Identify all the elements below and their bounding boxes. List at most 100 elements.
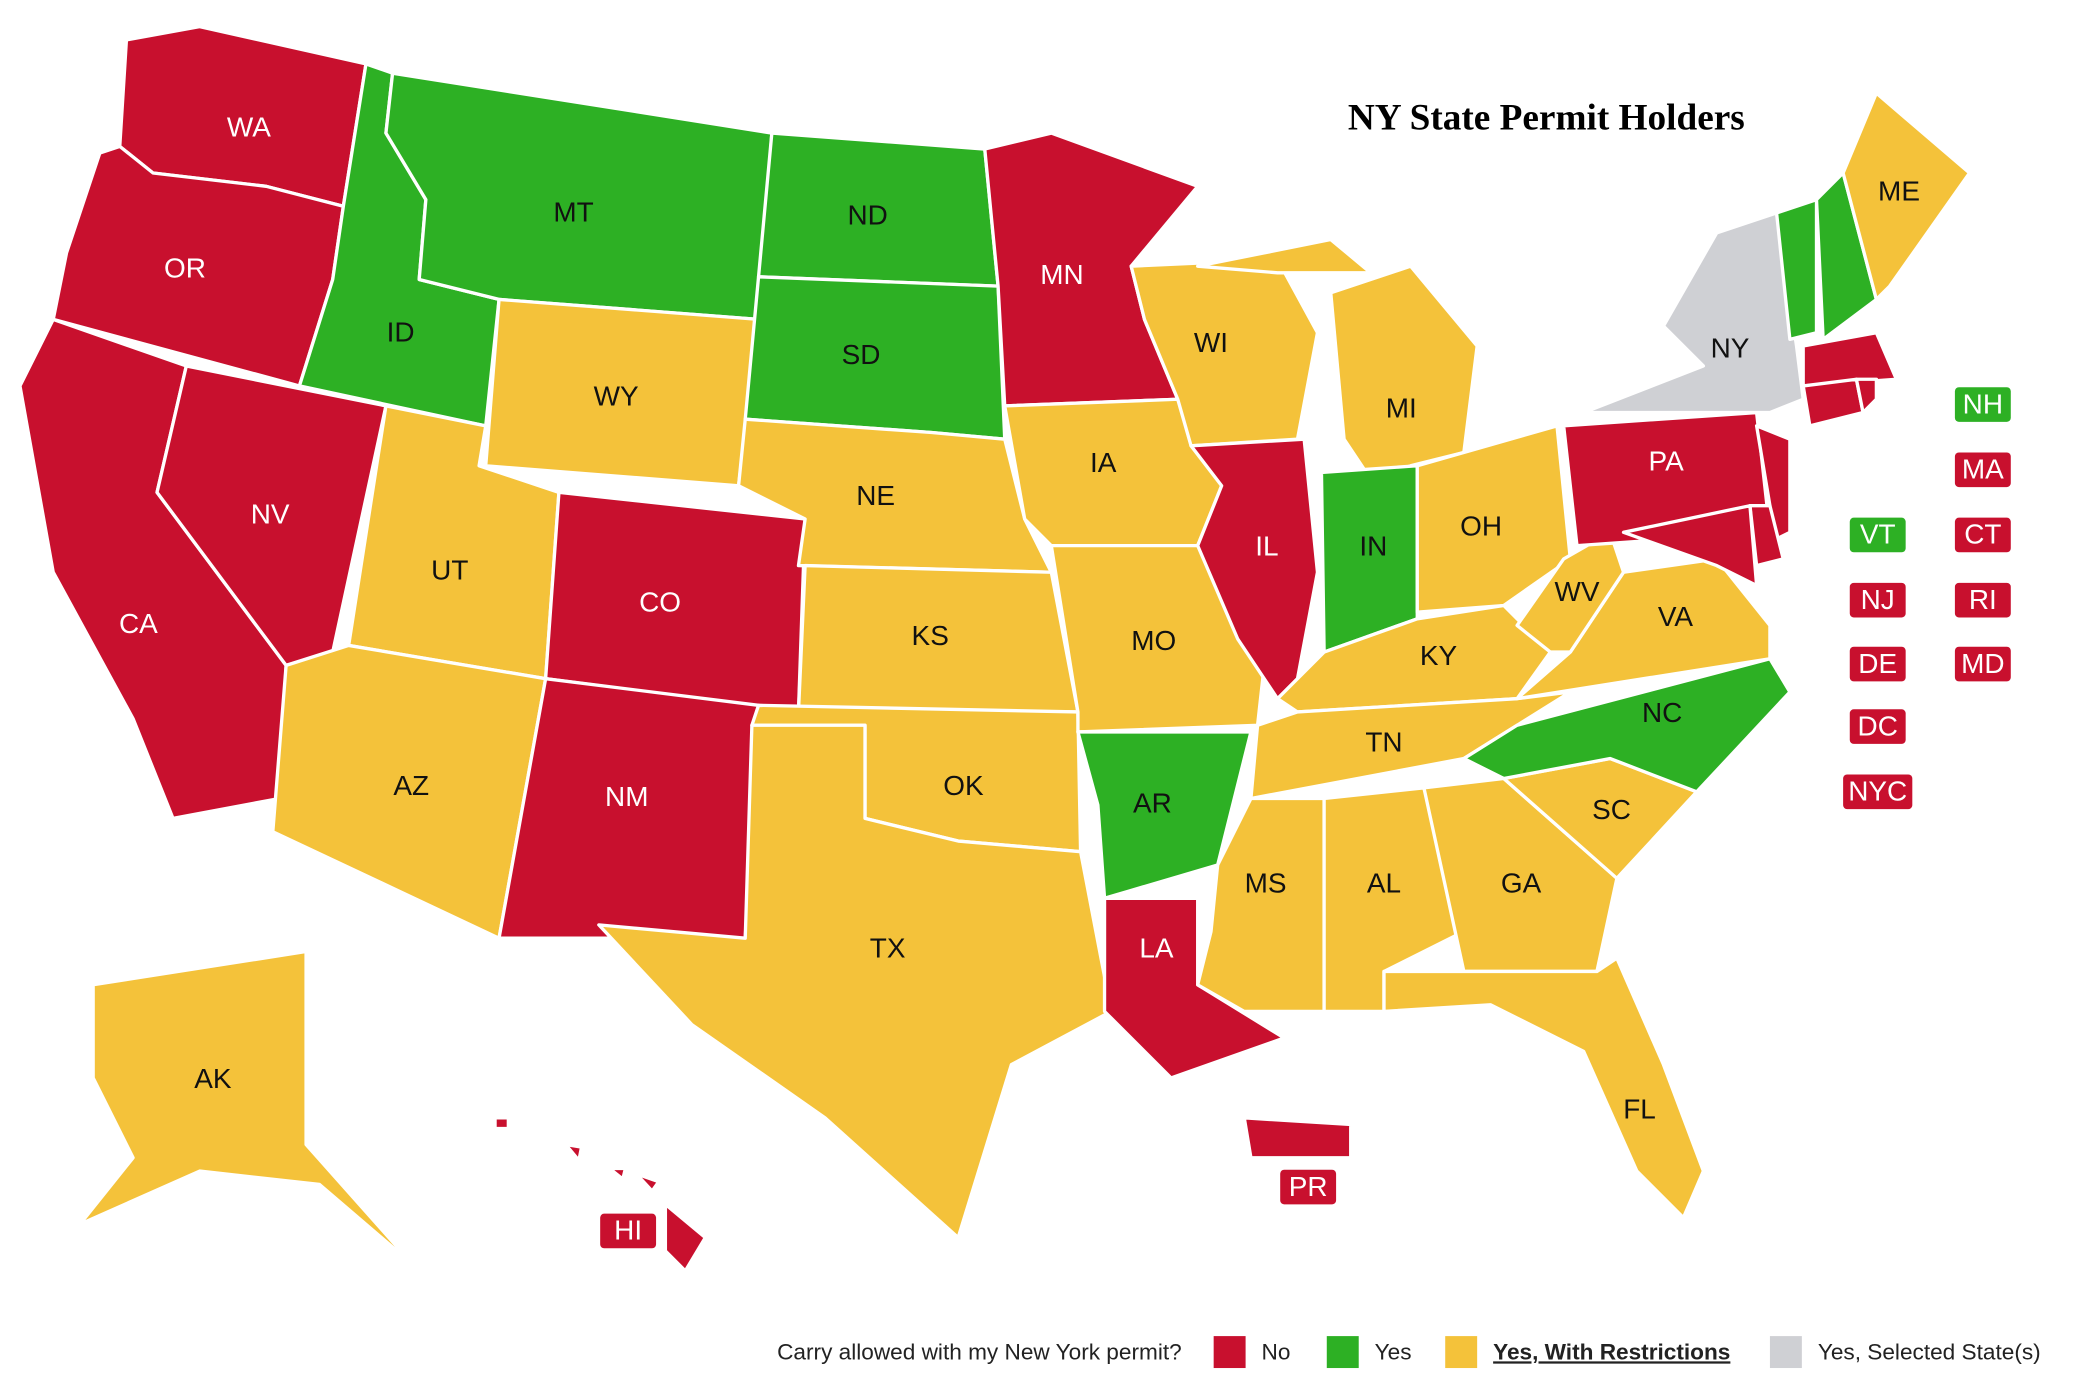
state-shape[interactable] [1462, 657, 1792, 794]
state-label: MT [553, 197, 593, 228]
state-label: VT [1860, 519, 1896, 550]
state-label: AL [1367, 867, 1401, 898]
state-label: NY [1711, 332, 1750, 363]
state-shape[interactable] [1515, 530, 1626, 654]
state-label: TN [1365, 726, 1402, 757]
state-label: WV [1554, 576, 1599, 607]
state-label: MO [1131, 625, 1176, 656]
state-label: OR [164, 253, 206, 284]
state-label: NE [856, 480, 895, 511]
state-badge[interactable] [1843, 774, 1913, 810]
state-label: AK [194, 1063, 232, 1094]
state-shape[interactable] [1242, 1116, 1353, 1160]
state-label: OK [943, 770, 984, 801]
state-shape[interactable] [1275, 603, 1553, 714]
state-shape[interactable] [271, 643, 548, 940]
state-shape[interactable] [78, 949, 415, 1266]
state-shape[interactable] [563, 1142, 584, 1163]
state-shape[interactable] [663, 1202, 707, 1273]
state-label: NC [1642, 697, 1682, 728]
state-label: ID [387, 316, 415, 347]
state-badge[interactable] [600, 1213, 657, 1249]
state-label: PA [1649, 445, 1685, 476]
state-badge[interactable] [1954, 517, 2011, 553]
state-shape[interactable] [493, 1116, 511, 1131]
legend-question: Carry allowed with my New York permit? [777, 1339, 1182, 1364]
state-label: WY [594, 380, 639, 411]
state-label: UT [431, 555, 468, 586]
state-shape[interactable] [1841, 91, 1972, 302]
state-badge[interactable] [1954, 452, 2011, 488]
state-label: ME [1878, 175, 1920, 206]
state-label: WA [227, 111, 271, 142]
state-badge[interactable] [1849, 646, 1906, 682]
state-badge[interactable] [1280, 1169, 1337, 1205]
state-label: KS [912, 620, 949, 651]
state-label: ND [847, 199, 887, 230]
state-shape[interactable] [1382, 956, 1706, 1220]
legend-label: Yes [1375, 1339, 1412, 1364]
state-label: IN [1359, 531, 1387, 562]
state-label: LA [1139, 933, 1174, 964]
state-shape[interactable] [1801, 377, 1865, 428]
state-label: MN [1040, 259, 1083, 290]
state-shape[interactable] [1621, 504, 1759, 588]
state-label: NJ [1861, 584, 1895, 615]
state-label: CA [119, 608, 158, 639]
map-title: NY State Permit Holders [1348, 98, 1745, 139]
state-label: MI [1386, 392, 1417, 423]
state-label: NH [1963, 388, 2003, 419]
state-shape[interactable] [1774, 197, 1819, 342]
legend-swatch [1326, 1336, 1359, 1369]
state-label: SC [1592, 794, 1631, 825]
state-badge[interactable] [1954, 646, 2011, 682]
state-label: MD [1961, 648, 2004, 679]
legend-label: Yes, Selected State(s) [1818, 1339, 2041, 1364]
state-label: NM [605, 781, 648, 812]
state-shape[interactable] [1854, 377, 1879, 415]
state-shape[interactable] [597, 723, 1113, 1240]
state-label: NV [251, 499, 290, 530]
legend-swatch [1769, 1336, 1802, 1369]
state-shape[interactable] [1329, 264, 1479, 481]
state-badge[interactable] [1954, 387, 2011, 422]
state-shape[interactable] [1249, 690, 1572, 801]
legend-link[interactable]: Yes, With Restrictions [1493, 1339, 1730, 1364]
legend-label: No [1262, 1339, 1291, 1364]
state-shape[interactable] [1415, 424, 1572, 614]
state-label: IA [1090, 447, 1117, 478]
state-label: SD [842, 339, 881, 370]
state-shape[interactable] [1076, 730, 1253, 900]
state-badge[interactable] [1954, 582, 2011, 618]
state-badge[interactable] [1849, 709, 1906, 744]
state-shape[interactable] [1581, 211, 1805, 415]
state-label: MA [1962, 453, 2004, 484]
state-shape[interactable] [1102, 896, 1286, 1080]
state-shape[interactable] [1422, 776, 1619, 974]
state-label: VA [1658, 601, 1694, 632]
state-label: RI [1969, 584, 1997, 615]
state-label: KY [1420, 640, 1458, 671]
state-label: WI [1194, 327, 1228, 358]
state-label: FL [1623, 1094, 1656, 1125]
state-shape[interactable] [1196, 796, 1326, 1014]
state-label: OH [1460, 511, 1502, 542]
legend-swatch [1445, 1336, 1478, 1369]
state-label: NYC [1848, 776, 1907, 807]
state-shape[interactable] [1196, 237, 1373, 275]
state-label: TX [870, 933, 906, 964]
state-label: CT [1964, 519, 2001, 550]
state-shape[interactable] [634, 1172, 661, 1193]
state-label: DE [1858, 648, 1897, 679]
state-shape[interactable] [1801, 331, 1899, 388]
state-label: MS [1245, 867, 1287, 898]
legend-swatch [1213, 1336, 1246, 1369]
state-label: GA [1501, 867, 1542, 898]
state-badge[interactable] [1849, 582, 1906, 618]
state-label: AR [1133, 787, 1172, 818]
state-label: PR [1289, 1171, 1328, 1202]
state-shape[interactable] [607, 1166, 628, 1181]
state-label: AZ [393, 770, 429, 801]
state-badge[interactable] [1849, 517, 1906, 553]
